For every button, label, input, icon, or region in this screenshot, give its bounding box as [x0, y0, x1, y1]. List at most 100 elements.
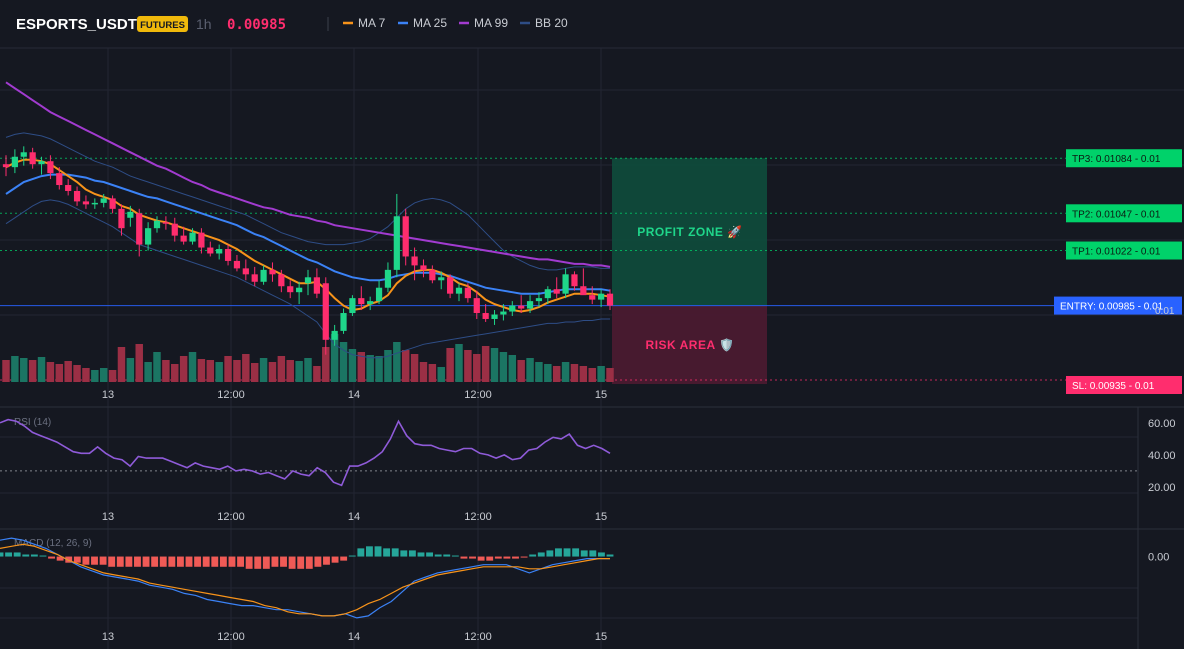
macd-hist-bar: [597, 552, 605, 557]
rsi-line: [0, 418, 611, 487]
volume-bar: [64, 361, 72, 382]
macd-hist-bar: [297, 556, 305, 569]
candle-body: [56, 173, 63, 186]
volume-bar: [233, 360, 241, 382]
macd-hist-bar: [374, 546, 382, 557]
macd-hist-bar: [39, 555, 47, 557]
candle-body: [349, 298, 356, 314]
volume-bar: [20, 358, 28, 382]
volume-bar: [268, 362, 277, 382]
candle-body: [278, 274, 285, 287]
candle-body: [518, 305, 525, 309]
volume-bar: [544, 364, 552, 382]
macd-hist-bar: [151, 556, 159, 567]
candle-body: [269, 269, 276, 275]
volume-bar: [73, 365, 81, 382]
macd-hist-bar: [254, 556, 262, 569]
macd-hist-bar: [366, 546, 373, 557]
volume-bar: [419, 362, 428, 382]
macd-hist-bar: [108, 556, 116, 567]
candle-body: [420, 265, 427, 270]
volume-bar: [153, 352, 161, 382]
volume-bar: [490, 348, 499, 382]
macd-y-tick: 0.00: [1148, 552, 1169, 564]
volume-bar: [552, 366, 561, 382]
rsi-y-tick: 20.00: [1148, 482, 1176, 494]
candle-body: [589, 295, 596, 300]
candle-body: [171, 223, 178, 236]
candle-body: [402, 216, 409, 257]
macd-hist-bar: [408, 550, 416, 557]
futures-badge-bg: [137, 16, 188, 32]
symbol-title[interactable]: ESPORTS_USDT: [16, 16, 137, 33]
volume-bar: [384, 350, 392, 382]
volume-bar: [375, 356, 383, 382]
candle-body: [145, 228, 152, 245]
volume-bar: [570, 364, 579, 382]
legend-label[interactable]: BB 20: [535, 16, 568, 30]
candle-body: [322, 283, 329, 340]
candle-body: [553, 289, 560, 294]
macd-hist-bar: [280, 556, 287, 567]
candle-body: [304, 277, 312, 284]
macd-hist-bar: [168, 556, 176, 567]
candle-body: [38, 161, 45, 165]
macd-hist-bar: [159, 556, 167, 567]
volume-bar: [91, 370, 99, 382]
macd-hist-bar: [512, 556, 519, 559]
volume-bar: [135, 344, 143, 382]
legend-label[interactable]: MA 99: [474, 16, 508, 30]
candle-body: [82, 201, 90, 205]
candle-body: [65, 185, 72, 191]
volume-bar: [250, 363, 259, 382]
x-tick-label: 12:00: [217, 631, 245, 643]
macd-hist-bar: [383, 548, 391, 557]
macd-hist-bar: [331, 556, 339, 563]
legend-label[interactable]: MA 7: [358, 16, 386, 30]
candle-body: [2, 164, 10, 168]
volume-bar: [82, 368, 90, 382]
candle-body: [127, 211, 134, 218]
tp-tag-label: TP2: 0.01047 - 0.01: [1072, 209, 1161, 220]
candle-body: [109, 198, 116, 209]
macd-hist-bar: [99, 556, 107, 565]
candle-body: [500, 311, 507, 315]
candle-body: [447, 277, 454, 294]
candle-body: [189, 232, 196, 242]
legend-label[interactable]: MA 25: [413, 16, 447, 30]
candle-body: [571, 274, 578, 287]
candle-body: [331, 330, 338, 340]
volume-bar: [215, 362, 223, 382]
volume-bar: [277, 356, 286, 382]
macd-hist-bar: [73, 556, 81, 563]
macd-hist-bar: [563, 548, 571, 557]
x-tick-label: 14: [348, 511, 360, 523]
tp-tag-bg: [1066, 204, 1182, 223]
tp-tag-label: TP1: 0.01022 - 0.01: [1072, 247, 1161, 258]
candle-body: [29, 152, 36, 165]
candle-body: [535, 298, 543, 302]
macd-hist-bar: [22, 554, 30, 557]
macd-hist-bar: [211, 556, 219, 567]
candle-body: [438, 277, 445, 281]
volume-bar: [46, 362, 55, 382]
x-tick-label: 15: [595, 511, 607, 523]
entry-tag-label: ENTRY: 0.00985 - 0.01: [1060, 302, 1164, 313]
macd-hist-bar: [219, 556, 227, 567]
x-tick-label: 13: [102, 389, 114, 401]
timeframe-label[interactable]: 1h: [196, 16, 212, 32]
macd-hist-bar: [185, 556, 193, 567]
x-tick-label: 12:00: [464, 631, 492, 643]
macd-hist-bar: [176, 556, 184, 567]
macd-hist-bar: [348, 555, 356, 557]
volume-bar: [561, 362, 570, 382]
macd-hist-bar: [91, 556, 98, 565]
macd-hist-bar: [443, 554, 451, 557]
candle-body: [251, 274, 258, 282]
volume-bar: [597, 366, 605, 382]
volume-bar: [446, 348, 454, 382]
level-labels: TP3: 0.01084 - 0.01 TP2: 0.01047 - 0.01 TP…: [1054, 149, 1182, 394]
volume-bar: [144, 362, 152, 382]
last-price: 0.00985: [227, 17, 286, 33]
volume-bar: [401, 350, 410, 382]
